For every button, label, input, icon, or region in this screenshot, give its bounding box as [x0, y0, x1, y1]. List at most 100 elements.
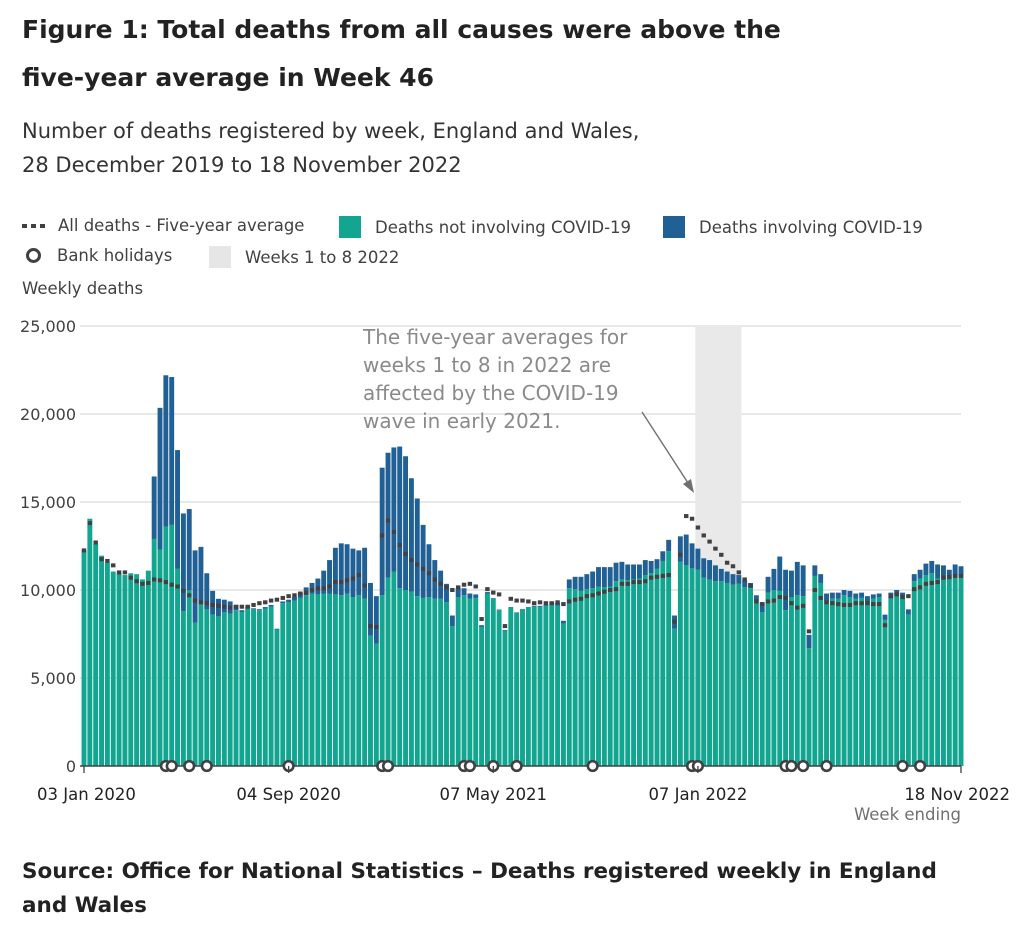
- bar-not-covid: [900, 596, 905, 766]
- five-year-average-mark: [157, 578, 163, 583]
- bar-not-covid: [403, 590, 409, 766]
- bar-not-covid: [853, 598, 859, 766]
- five-year-average-mark: [689, 516, 695, 521]
- five-year-average-mark: [175, 584, 180, 589]
- chart-title: Figure 1: Total deaths from all causes w…: [22, 15, 781, 92]
- bar-not-covid: [134, 574, 140, 766]
- five-year-average-mark: [648, 575, 654, 580]
- five-year-average-mark: [906, 594, 911, 599]
- five-year-average-mark: [263, 600, 268, 605]
- five-year-average-mark: [128, 575, 133, 580]
- five-year-average-mark: [584, 594, 590, 599]
- bar-not-covid: [742, 587, 748, 766]
- annotation-text-line: wave in early 2021.: [363, 409, 561, 433]
- bank-holiday-marker: [165, 759, 178, 773]
- bar-covid: [543, 604, 549, 606]
- bar-not-covid: [432, 598, 438, 766]
- bar-not-covid: [818, 582, 824, 766]
- x-tick-label: 03 Jan 2020: [37, 785, 136, 804]
- bar-not-covid: [894, 595, 900, 766]
- bar-covid: [742, 580, 748, 588]
- five-year-average-mark: [105, 558, 110, 563]
- bar-covid: [788, 570, 794, 598]
- five-year-average-mark: [333, 580, 338, 585]
- legend-label: Deaths not involving COVID-19: [375, 217, 632, 237]
- bar-not-covid: [660, 560, 666, 766]
- bar-not-covid: [525, 607, 531, 766]
- annotation-text-line: weeks 1 to 8 in 2022 are: [363, 353, 611, 377]
- five-year-average-mark: [409, 558, 414, 563]
- bar-covid: [175, 450, 181, 569]
- bar-not-covid: [677, 561, 683, 766]
- five-year-average-mark: [619, 581, 625, 586]
- five-year-average-mark: [257, 601, 262, 606]
- five-year-average-mark: [613, 587, 619, 592]
- bar-not-covid: [701, 577, 707, 766]
- legend-label: Weeks 1 to 8 2022: [245, 247, 400, 267]
- five-year-average-mark: [514, 598, 519, 603]
- bar-covid: [952, 564, 958, 576]
- bar-not-covid: [648, 573, 654, 766]
- y-axis: 0 5,000 10,000 15,000 20,000 25,000: [20, 317, 76, 776]
- bar-covid: [426, 544, 432, 598]
- five-year-average-mark: [432, 577, 437, 582]
- bar-covid: [479, 625, 485, 627]
- bar-covid: [777, 556, 783, 591]
- bar-not-covid: [221, 612, 227, 766]
- five-year-average-mark: [122, 570, 128, 575]
- x-tick-label: 07 May 2021: [439, 785, 547, 804]
- bar-not-covid: [531, 606, 537, 766]
- bar-covid: [718, 568, 724, 582]
- bar-not-covid: [560, 623, 566, 766]
- bar-covid: [660, 551, 666, 561]
- bar-covid: [636, 564, 642, 579]
- five-year-average-mark: [888, 594, 894, 599]
- bar-not-covid: [145, 570, 151, 766]
- bar-not-covid: [642, 575, 648, 766]
- five-year-average-mark: [362, 583, 367, 588]
- bar-covid: [239, 610, 245, 612]
- five-year-average-mark: [847, 602, 853, 607]
- bar-not-covid: [198, 601, 204, 766]
- bar-covid: [537, 605, 543, 607]
- bar-not-covid: [601, 587, 607, 766]
- five-year-average-mark: [865, 601, 870, 606]
- bar-not-covid: [262, 608, 268, 766]
- bar-covid: [812, 565, 818, 576]
- legend-label: Bank holidays: [57, 246, 173, 265]
- five-year-average-mark: [806, 629, 812, 634]
- five-year-average-mark: [543, 601, 549, 606]
- bar-not-covid: [210, 614, 216, 766]
- bar-not-covid: [829, 598, 835, 766]
- five-year-average-mark: [227, 605, 233, 610]
- bar-covid: [210, 590, 216, 615]
- y-tick-label: 20,000: [20, 405, 76, 424]
- bar-covid: [566, 579, 572, 589]
- five-year-average-mark: [274, 597, 280, 602]
- bar-not-covid: [368, 635, 373, 766]
- bar-covid: [157, 407, 163, 550]
- five-year-average-mark: [941, 575, 946, 580]
- bar-not-covid: [917, 578, 923, 766]
- bar-covid: [601, 567, 607, 588]
- five-year-average-mark: [450, 588, 455, 592]
- bar-not-covid: [286, 602, 292, 766]
- bar-not-covid: [309, 593, 315, 766]
- five-year-average-mark: [789, 601, 794, 606]
- bar-covid: [724, 571, 730, 583]
- five-year-average-mark: [678, 552, 683, 557]
- bar-not-covid: [607, 586, 613, 766]
- bar-not-covid: [800, 596, 806, 766]
- five-year-average-mark: [163, 580, 169, 585]
- bar-not-covid: [391, 571, 397, 766]
- five-year-average-mark: [415, 562, 420, 567]
- bar-not-covid: [449, 626, 455, 766]
- bar-covid: [759, 602, 765, 612]
- five-year-average-mark: [853, 601, 858, 606]
- bar-not-covid: [362, 598, 368, 766]
- bar-not-covid: [748, 588, 753, 766]
- bar-covid: [794, 561, 800, 596]
- bar-covid: [736, 575, 742, 584]
- five-year-average-mark: [777, 595, 782, 600]
- bar-covid: [695, 548, 701, 570]
